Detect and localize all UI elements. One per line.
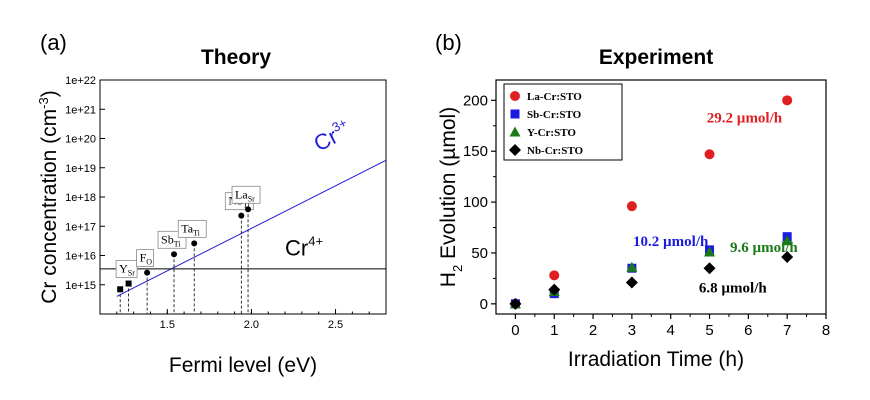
- b-y-tick-label: 0: [480, 296, 488, 313]
- a-x-tick-label: 2.5: [328, 319, 343, 331]
- panel-b-label: (b): [435, 30, 462, 55]
- panel-b-annotations: 29.2 µmol/h 10.2 µmol/h 9.6 µmol/h 6.8 µmol…: [633, 111, 798, 297]
- b-x-tick-label: 2: [589, 322, 597, 339]
- b-x-tick-label: 5: [705, 322, 713, 339]
- b-rate-annotation: 9.6 µmol/h: [730, 240, 798, 256]
- panel-a-series: [100, 159, 387, 297]
- a-dopant-label-box: [177, 219, 207, 238]
- b-marker-circle: [549, 270, 560, 281]
- a-dopant-label: LaSr: [235, 187, 255, 203]
- a-y-tick-label: 1e+18: [65, 192, 96, 204]
- a-y-tick-label: 1e+20: [65, 134, 96, 146]
- b-x-tick-label: 1: [550, 322, 558, 339]
- b-marker-diamond: [548, 283, 561, 296]
- legend-marker-diamond: [509, 144, 521, 156]
- b-marker-circle: [626, 201, 637, 212]
- b-x-tick-label: 0: [511, 322, 519, 339]
- b-rate-annotation: 10.2 µmol/h: [633, 234, 709, 250]
- b-y-tick-label: 50: [471, 245, 488, 262]
- a-y-tick-label: 1e+21: [65, 104, 96, 116]
- panel-a-theory: (a) Theory 1.5 2.0 2.5 1e+151e+161e+171e+1…: [36, 30, 387, 377]
- b-marker-diamond: [703, 262, 716, 275]
- a-y-tick-label: 1e+16: [65, 251, 96, 263]
- panel-a-y-ticks: 1e+15 1e+16 1e+17 1e+18 1e+19 1e+20 1e+21 1e+22: [65, 75, 105, 292]
- b-y-tick-label: 200: [463, 92, 488, 109]
- legend-label: Nb-Cr:STO: [527, 145, 583, 157]
- b-y-tick-label: 150: [463, 143, 488, 160]
- panel-b-title: Experiment: [599, 46, 713, 69]
- a-dopant-label: SbTi: [161, 232, 181, 248]
- panel-b-experiment: (b) Experiment 0 1 2 3 4 5 6 7 8 0 50 100 150 200 29…: [435, 30, 830, 371]
- a-dopant-marker: [191, 240, 198, 247]
- a-dopant-marker: [245, 206, 252, 213]
- a-dopant-label-box: [136, 249, 155, 268]
- series-label-cr4: Cr4+: [285, 234, 323, 261]
- legend-label: Y-Cr:STO: [527, 127, 576, 139]
- panel-b-markers: [509, 95, 794, 310]
- b-marker-diamond: [625, 276, 638, 289]
- panel-a-points: YSrFOSbTiTaTiNbTiLaSr: [115, 185, 261, 314]
- b-x-tick-label: 6: [744, 322, 752, 339]
- a-dopant-marker: [238, 212, 245, 219]
- legend-marker-square: [510, 109, 520, 119]
- panel-b-y-axis-label: H2 Evolution (µmol): [437, 107, 465, 287]
- b-marker-circle: [704, 149, 715, 160]
- legend-marker-triangle: [509, 126, 521, 137]
- a-x-tick-label: 2.0: [244, 319, 259, 331]
- panel-b-plot-frame: [495, 79, 827, 315]
- legend-marker-circle: [510, 91, 520, 101]
- a-y-tick-label: 1e+17: [65, 221, 96, 233]
- legend-label: Sb-Cr:STO: [527, 109, 582, 121]
- b-x-tick-label: 3: [628, 322, 636, 339]
- panel-a-title: Theory: [201, 46, 271, 69]
- a-dopant-label: FO: [140, 251, 153, 267]
- a-dopant-marker: [125, 280, 132, 287]
- a-y-tick-label: 1e+22: [65, 75, 96, 87]
- a-y-tick-label: 1e+19: [65, 163, 96, 175]
- b-rate-annotation: 6.8 µmol/h: [699, 281, 767, 297]
- b-rate-annotation: 29.2 µmol/h: [707, 111, 783, 127]
- a-series-line-0: [116, 159, 387, 297]
- a-dopant-label-box: [115, 260, 138, 278]
- b-marker-triangle: [626, 261, 638, 272]
- a-y-tick-label: 1e+15: [65, 280, 96, 292]
- panel-a-x-ticks: 1.5 2.0 2.5: [116, 309, 370, 331]
- a-x-tick-label: 1.5: [160, 319, 175, 331]
- b-marker-triangle: [781, 235, 793, 246]
- a-dopant-label: YSr: [119, 262, 135, 278]
- legend-label: La-Cr:STO: [527, 91, 582, 103]
- legend-box: [503, 83, 623, 161]
- a-dopant-label-box: [231, 185, 261, 204]
- a-dopant-marker: [144, 269, 151, 276]
- b-x-tick-label: 7: [783, 322, 791, 339]
- panel-b-y-ticks: 0 50 100 150 200: [463, 92, 496, 313]
- panel-b-legend: La-Cr:STO Sb-Cr:STO Y-Cr:STO Nb-Cr:STO: [503, 83, 623, 161]
- b-marker-diamond: [781, 251, 794, 264]
- b-marker-triangle: [704, 246, 716, 257]
- panel-a-label: (a): [40, 30, 67, 55]
- a-dopant-label: TaTi: [181, 221, 200, 237]
- panel-a-y-axis-label: Cr concentration (cm-3): [36, 90, 61, 303]
- series-label-cr3: Cr3+: [309, 115, 355, 156]
- panel-a-x-axis-label: Fermi level (eV): [169, 354, 317, 377]
- b-marker-diamond: [509, 297, 522, 310]
- panel-b-x-axis-label: Irradiation Time (h): [568, 348, 744, 371]
- a-dopant-marker: [171, 251, 178, 258]
- b-x-tick-label: 4: [667, 322, 675, 339]
- b-y-tick-label: 100: [463, 194, 488, 211]
- b-x-tick-label: 8: [822, 322, 830, 339]
- b-marker-circle: [782, 95, 793, 106]
- a-extra-marker: [117, 286, 124, 293]
- panel-b-x-ticks: 0 1 2 3 4 5 6 7 8: [511, 314, 830, 339]
